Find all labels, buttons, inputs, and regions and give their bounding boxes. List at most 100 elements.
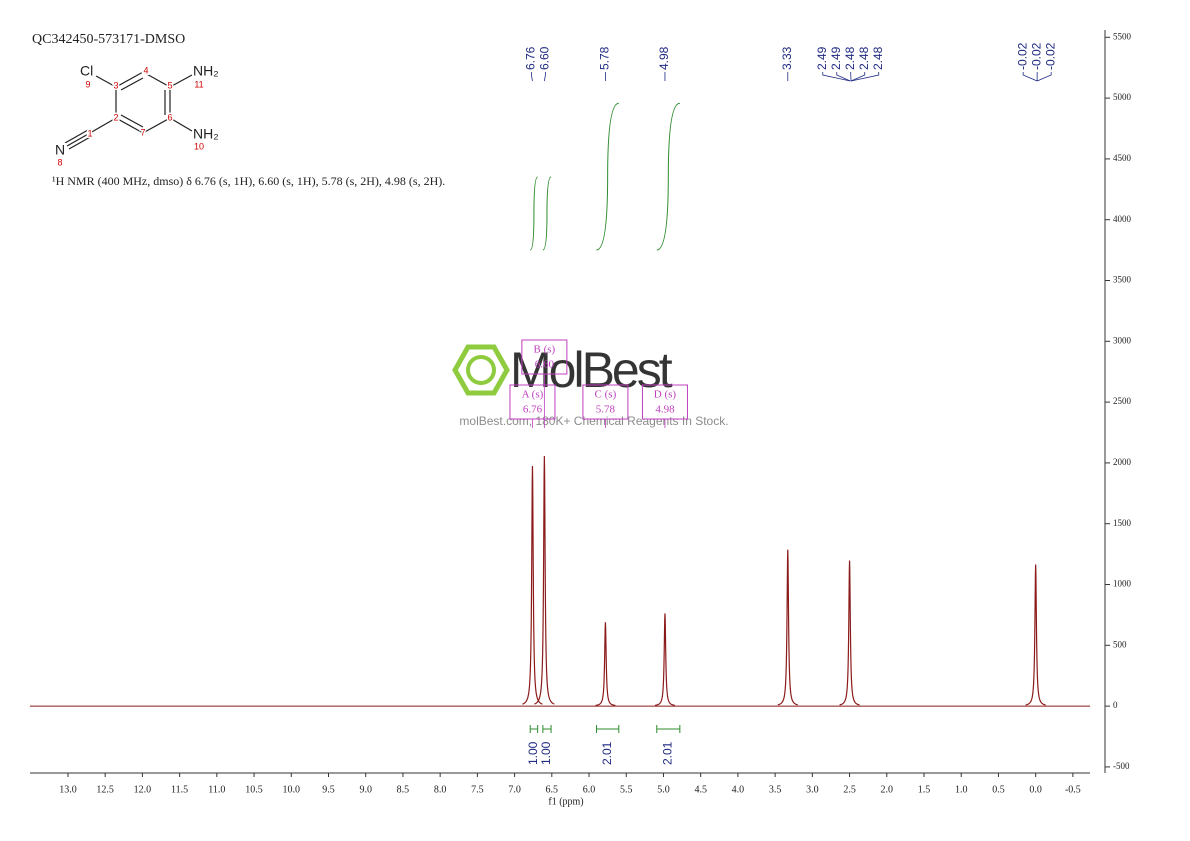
x-tick-label: 3.0 xyxy=(806,784,819,795)
nmr-description: ¹H NMR (400 MHz, dmso) δ 6.76 (s, 1H), 6… xyxy=(52,174,445,188)
peak-label: -0.02 xyxy=(1015,42,1029,70)
multiplet-name: B (s) xyxy=(534,344,556,356)
multiplet-name: D (s) xyxy=(654,389,677,401)
multiplet-shift: 6.60 xyxy=(535,359,555,371)
x-tick-label: 6.5 xyxy=(546,784,559,795)
y-tick-label: 2000 xyxy=(1113,457,1132,467)
x-tick-label: 10.0 xyxy=(283,784,301,795)
peak-label: 5.78 xyxy=(598,46,612,70)
multiplet-shift: 4.98 xyxy=(655,404,675,416)
x-tick-label: 12.5 xyxy=(96,784,114,795)
x-tick-label: 9.0 xyxy=(359,784,372,795)
y-tick-label: -500 xyxy=(1113,761,1130,771)
x-tick-label: 1.0 xyxy=(955,784,968,795)
y-tick-label: 4000 xyxy=(1113,214,1132,224)
carbon-number: 6 xyxy=(167,112,172,122)
y-tick-label: 5500 xyxy=(1113,31,1132,41)
peak-label: 2.48 xyxy=(843,46,857,70)
x-tick-label: 8.5 xyxy=(397,784,410,795)
y-tick-label: 5000 xyxy=(1113,92,1132,102)
y-tick-label: 0 xyxy=(1113,700,1118,710)
peak-label: -0.02 xyxy=(1043,42,1057,70)
peak xyxy=(654,613,676,706)
peak-label-connector xyxy=(1036,72,1052,82)
x-tick-label: 7.5 xyxy=(471,784,484,795)
integral-bracket xyxy=(595,725,620,733)
integral-curve xyxy=(596,102,619,251)
integral-bracket xyxy=(656,725,681,733)
molecule: Cl 9 NH₂ 11 NH₂ 10 N 8 3 4 5 6 7 2 1 xyxy=(53,61,221,169)
peak-label-connector xyxy=(850,72,866,82)
x-tick-label: 3.5 xyxy=(769,784,782,795)
x-tick-label: 11.5 xyxy=(171,784,188,795)
ring xyxy=(115,71,171,134)
y-tick-label: 3000 xyxy=(1113,335,1132,345)
bond xyxy=(89,117,117,134)
peak-label-connector xyxy=(1022,72,1038,82)
carbon-number: 7 xyxy=(140,127,145,137)
integral-bracket xyxy=(542,725,552,733)
carbon-number: 4 xyxy=(143,65,148,75)
carbon-number: 3 xyxy=(113,80,118,90)
watermark-tagline: molBest.com, 180K+ Chemical Reagents In … xyxy=(459,414,728,428)
y-tick-label: 4500 xyxy=(1113,153,1132,163)
x-tick-label: 13.0 xyxy=(59,784,77,795)
integral-label: 2.01 xyxy=(600,741,614,765)
y-tick-label: 500 xyxy=(1113,639,1127,649)
y-tick-label: 2500 xyxy=(1113,396,1132,406)
peak-label: 3.33 xyxy=(780,46,794,70)
peak-label: 2.49 xyxy=(829,46,843,70)
bond xyxy=(95,75,117,88)
x-tick-label: 7.0 xyxy=(508,784,521,795)
triple-bond xyxy=(68,135,93,150)
x-tick-label: 5.0 xyxy=(657,784,670,795)
peak xyxy=(595,622,616,707)
x-tick-label: 0.0 xyxy=(1029,784,1042,795)
integral-label: 1.00 xyxy=(539,741,553,765)
peak xyxy=(534,455,555,705)
x-tick-label: 5.5 xyxy=(620,784,633,795)
atom-number: 8 xyxy=(57,157,62,167)
chart-title: QC342450-573171-DMSO xyxy=(32,32,185,47)
bond xyxy=(169,74,193,88)
peak-label-connector xyxy=(531,72,533,82)
peak-label: 2.48 xyxy=(857,46,871,70)
peak-label: 6.60 xyxy=(538,46,552,70)
atom-label: NH₂ xyxy=(193,63,219,79)
peak xyxy=(1025,564,1046,706)
x-tick-label: 12.0 xyxy=(134,784,152,795)
x-tick-label: 4.0 xyxy=(732,784,745,795)
peak-label: 2.49 xyxy=(815,46,829,70)
logo-hexagon xyxy=(452,344,510,396)
x-tick-label: 10.5 xyxy=(245,784,263,795)
triple-bond xyxy=(66,132,91,147)
integral-label: 2.01 xyxy=(660,741,674,765)
atom-number: 10 xyxy=(194,141,204,151)
x-tick-label: 11.0 xyxy=(208,784,225,795)
bonds xyxy=(64,71,193,150)
integral-curve xyxy=(529,176,538,251)
peak xyxy=(839,560,860,706)
bond xyxy=(169,117,193,132)
peak-label-connector xyxy=(543,72,546,82)
peak-label: 6.76 xyxy=(524,46,538,70)
double-bond xyxy=(120,114,144,128)
peak-label-connector xyxy=(822,72,851,82)
multiplet-name: C (s) xyxy=(595,389,617,401)
integral-curve xyxy=(542,176,552,251)
multiplet-name: A (s) xyxy=(522,389,544,401)
integral-label: 1.00 xyxy=(526,741,540,765)
peak-label: 2.48 xyxy=(871,46,885,70)
peak xyxy=(777,549,798,706)
multiplet-shift: 6.76 xyxy=(523,404,543,416)
carbon-number: 1 xyxy=(87,128,92,138)
peak-label: 4.98 xyxy=(657,46,671,70)
logo-ring xyxy=(466,355,496,385)
x-tick-label: -0.5 xyxy=(1065,784,1081,795)
x-tick-label: 2.5 xyxy=(843,784,856,795)
carbon-number: 2 xyxy=(113,112,118,122)
x-tick-label: 1.5 xyxy=(918,784,931,795)
peak-label-connector xyxy=(836,72,851,82)
integral-bracket xyxy=(529,725,539,733)
